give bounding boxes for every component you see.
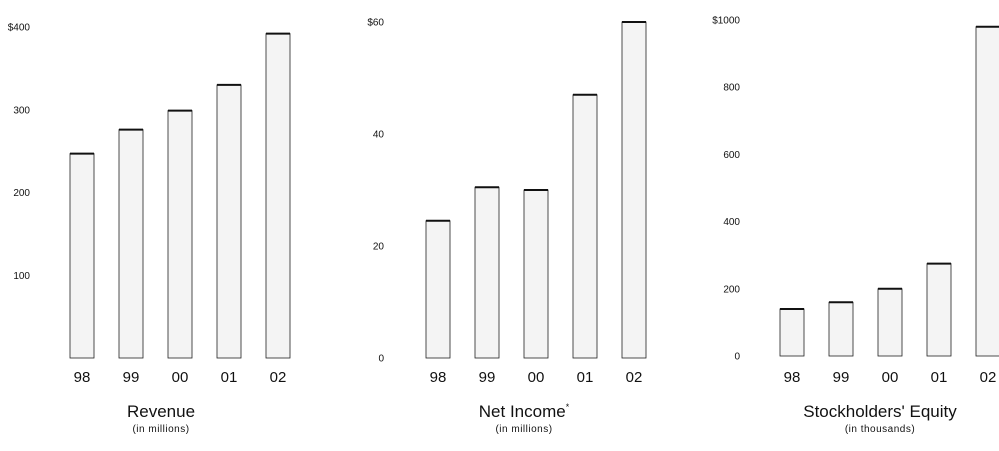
x-category-label: 02 [626, 369, 643, 386]
x-category-label: 02 [270, 369, 287, 386]
chart-title-text: Stockholders' Equity [803, 402, 957, 421]
x-category-label: 02 [980, 369, 997, 386]
y-tick-label: 100 [13, 271, 30, 282]
revenue-chart: 100 200 300 $400 98 99 00 01 02 Revenue (in millio… [8, 23, 291, 435]
x-category-label: 99 [833, 369, 850, 386]
x-category-label: 01 [577, 369, 594, 386]
x-category-label: 01 [221, 369, 238, 386]
y-tick-label: 800 [723, 83, 740, 94]
y-tick-label: 300 [13, 105, 30, 116]
x-category-label: 00 [528, 369, 545, 386]
chart-subtitle: (in millions) [495, 424, 552, 435]
x-category-label: 99 [479, 369, 496, 386]
bar-98 [425, 220, 451, 359]
chart-subtitle: (in thousands) [845, 424, 915, 435]
chart-title-text: Revenue [127, 402, 195, 421]
bar-02 [265, 33, 291, 359]
bar-99 [828, 301, 854, 357]
footnote-marker: * [566, 402, 570, 412]
bar-01 [572, 94, 598, 359]
bar-02 [975, 26, 999, 357]
y-tick-label: 0 [378, 354, 384, 365]
x-category-label: 01 [931, 369, 948, 386]
y-tick-label: 400 [723, 217, 740, 228]
bar-02 [621, 21, 647, 359]
y-tick-label: $400 [8, 23, 31, 34]
chart-title: Stockholders' Equity [803, 402, 957, 421]
chart-title-text: Net Income [479, 402, 566, 421]
x-category-label: 98 [430, 369, 447, 386]
x-category-label: 00 [172, 369, 189, 386]
chart-title: Net Income* [479, 402, 570, 421]
x-category-label: 98 [74, 369, 91, 386]
bar-00 [877, 288, 903, 357]
y-tick-label: 40 [373, 130, 385, 141]
x-category-label: 99 [123, 369, 140, 386]
x-category-label: 00 [882, 369, 899, 386]
bar-01 [926, 263, 952, 357]
bar-00 [523, 189, 549, 359]
bar-99 [118, 129, 144, 359]
y-tick-label: 600 [723, 150, 740, 161]
bar-00 [167, 110, 193, 359]
bar-99 [474, 186, 500, 359]
bar-01 [216, 84, 242, 359]
y-tick-label: 200 [723, 284, 740, 295]
y-tick-label: 20 [373, 242, 385, 253]
stockholders-equity-chart: 0 200 400 600 800 $1000 98 99 00 01 02 Stockholders… [712, 16, 999, 435]
net-income-chart: 0 20 40 $60 98 99 00 01 02 Net Income* (in million… [367, 18, 647, 435]
chart-subtitle: (in millions) [132, 424, 189, 435]
chart-title: Revenue [127, 402, 195, 421]
y-tick-label: $1000 [712, 16, 740, 27]
x-category-label: 98 [784, 369, 801, 386]
bar-98 [779, 308, 805, 357]
y-tick-label: $60 [367, 18, 384, 29]
y-tick-label: 0 [734, 352, 740, 363]
bar-98 [69, 153, 95, 359]
y-tick-label: 200 [13, 188, 30, 199]
